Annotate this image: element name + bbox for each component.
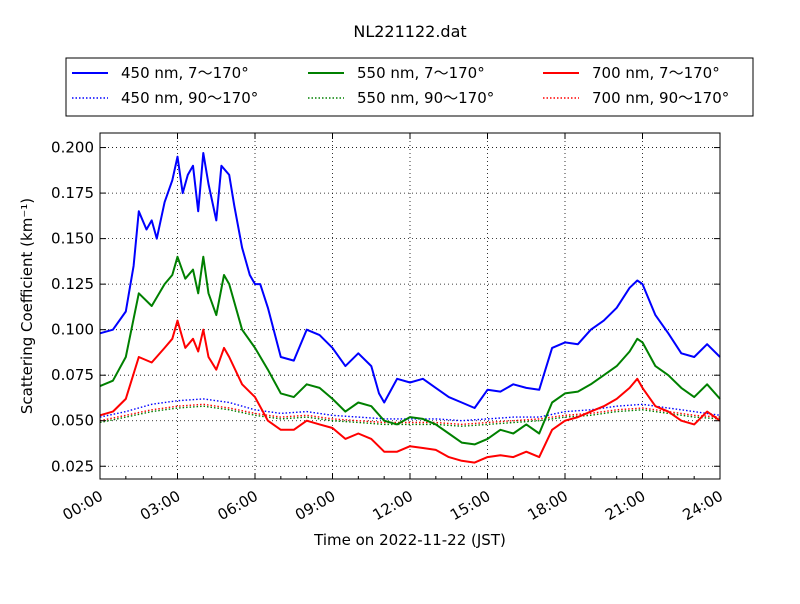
legend-frame: [65, 57, 754, 117]
legend-label: 700 nm, 90～170°: [592, 89, 729, 107]
x-tick-label: 03:00: [137, 487, 183, 524]
series-line: [99, 398, 721, 422]
plot-frame: [99, 132, 721, 480]
series-line: [99, 405, 721, 427]
y-tick-label: 0.200: [51, 139, 94, 157]
legend-label: 550 nm, 7～170°: [357, 64, 485, 82]
y-tick-label: 0.125: [51, 275, 94, 293]
x-tick-label: 15:00: [447, 487, 493, 524]
y-axis-label: Scattering Coefficient (km⁻¹): [18, 198, 36, 414]
x-tick-label: 21:00: [602, 487, 648, 524]
y-tick-label: 0.050: [51, 412, 94, 430]
series-line: [99, 403, 721, 426]
y-tick-label: 0.175: [51, 184, 94, 202]
series-line: [99, 319, 721, 464]
legend-label: 450 nm, 90～170°: [121, 89, 258, 107]
y-tick-label: 0.025: [51, 457, 94, 475]
legend-label: 550 nm, 90～170°: [357, 89, 494, 107]
x-tick-label: 18:00: [525, 487, 571, 524]
legend-label: 700 nm, 7～170°: [592, 64, 720, 82]
x-tick-label: 00:00: [60, 487, 106, 524]
y-tick-label: 0.075: [51, 366, 94, 384]
x-tick-label: 09:00: [292, 487, 338, 524]
y-tick-label: 0.150: [51, 230, 94, 248]
x-tick-label: 24:00: [680, 487, 726, 524]
grid: [100, 133, 720, 479]
series-group: [99, 152, 721, 464]
series-line: [99, 152, 721, 409]
x-tick-label: 06:00: [215, 487, 261, 524]
y-tick-label: 0.100: [51, 321, 94, 339]
chart-title: NL221122.dat: [353, 22, 466, 41]
series-line: [99, 255, 721, 446]
legend: 450 nm, 7～170° 550 nm, 7～170° 700 nm, 7～17…: [65, 57, 754, 117]
x-axis-label: Time on 2022-11-22 (JST): [313, 531, 506, 549]
axis-ticks: 00:00 03:00 06:00 09:00 12:00 15:00 18:00 21:00…: [51, 133, 726, 524]
legend-label: 450 nm, 7～170°: [121, 64, 249, 82]
x-tick-label: 12:00: [370, 487, 416, 524]
